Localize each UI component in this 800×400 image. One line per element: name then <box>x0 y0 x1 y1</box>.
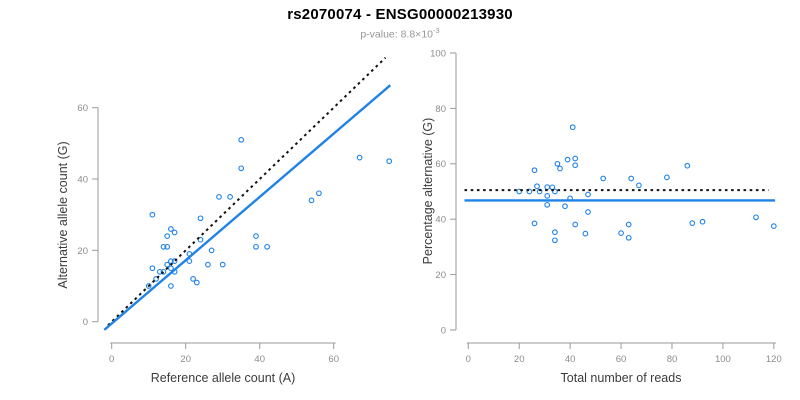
left-plot-data-point <box>171 229 178 236</box>
p-value-exponent: -3 <box>433 26 440 35</box>
right-plot-data-point <box>600 175 607 182</box>
left-plot-y-tick-label: 20 <box>77 246 88 257</box>
left-plot-data-point <box>238 136 245 143</box>
right-plot-data-point <box>625 221 632 228</box>
right-plot-data-point <box>585 191 591 198</box>
left-plot-data-point <box>164 233 171 239</box>
left-plot-data-point <box>168 283 174 289</box>
right-plot-data-point <box>544 193 551 199</box>
right-plot-y-tick-label: 40 <box>435 215 446 226</box>
right-plot-data-point <box>753 214 759 221</box>
left-plot-data-point <box>316 190 322 197</box>
left-plot-data-point <box>386 158 393 165</box>
right-plot-data-point <box>699 218 706 225</box>
right-plot-data-point <box>562 203 568 210</box>
right-plot-y-tick-label: 0 <box>441 325 446 336</box>
left-plot-data-point <box>149 265 156 272</box>
right-plot-data-point <box>572 221 579 228</box>
right-plot-data-point <box>557 165 563 172</box>
right-plot-data-point <box>552 188 558 195</box>
right-plot-x-tick-label: 0 <box>466 354 471 365</box>
left-plot-data-point <box>208 247 215 254</box>
left-plot-data-point <box>238 165 245 172</box>
right-plot-data-point <box>585 209 591 215</box>
right-plot-y-tick-label: 60 <box>435 159 446 170</box>
right-plot-data-point <box>636 182 642 189</box>
right-plot-data-point <box>582 230 589 237</box>
right-plot-x-tick-label: 60 <box>616 354 627 365</box>
right-plot-data-point <box>689 220 696 226</box>
figure-header: rs2070074 - ENSG00000213930 p-value: 8.8… <box>0 0 800 41</box>
left-plot-data-point <box>193 279 200 286</box>
right-plot-data-point <box>554 160 561 167</box>
left-plot-x-tick-label: 0 <box>109 354 114 365</box>
right-plot-data-point <box>552 229 558 236</box>
left-plot-data-point <box>253 243 259 250</box>
right-plot-data-point <box>531 167 538 174</box>
right-plot-x-tick-label: 40 <box>565 354 576 365</box>
figure-title: rs2070074 - ENSG00000213930 <box>287 6 513 23</box>
right-plot-x-tick-label: 20 <box>514 354 525 365</box>
left-plot-x-tick-label: 60 <box>328 354 339 365</box>
left-plot-data-point <box>253 233 259 239</box>
right-plot-data-point <box>544 184 551 190</box>
left-plot-data-point <box>264 243 270 250</box>
left-plot-x-axis-title: Reference allele count (A) <box>151 371 296 385</box>
left-plot-data-point <box>153 276 159 282</box>
left-plot-y-tick-label: 40 <box>77 174 88 185</box>
right-plot-data-point <box>572 155 579 162</box>
right-plot-x-tick-label: 120 <box>766 354 782 365</box>
right-plot-data-point <box>564 156 571 163</box>
left-plot-data-point <box>160 268 167 275</box>
right-plot-data-point <box>618 230 624 236</box>
left-plot-data-point <box>356 154 363 161</box>
left-plot-data-point <box>308 197 315 204</box>
figure-subtitle: p-value: 8.8×10-3 <box>0 26 800 41</box>
right-plot-y-axis-title: Percentage alternative (G) <box>421 118 435 265</box>
left-plot-identity-line <box>107 56 387 327</box>
left-plot-y-tick-label: 60 <box>77 103 88 114</box>
left-plot-data-point <box>219 261 226 268</box>
left-plot-data-point <box>205 261 211 268</box>
p-value-text: p-value: 8.8×10 <box>360 28 433 41</box>
right-plot-data-point <box>770 223 777 229</box>
left-plot-x-tick-label: 40 <box>254 354 265 365</box>
right-plot-data-point <box>664 174 670 181</box>
right-plot-data-point <box>526 188 533 195</box>
left-plot-data-point <box>168 226 174 232</box>
right-plot-x-axis-title: Total number of reads <box>561 371 682 385</box>
right-plot-x-tick-label: 100 <box>715 354 731 365</box>
left-plot-data-point <box>186 258 193 264</box>
left-plot-data-point <box>149 211 156 218</box>
right-plot-x-tick-label: 80 <box>667 354 678 365</box>
right-plot-y-tick-label: 100 <box>430 48 446 59</box>
left-plot-y-tick-label: 0 <box>83 317 88 328</box>
right-plot-data-point <box>628 175 635 182</box>
left-plot-data-point <box>145 283 152 289</box>
right-plot-data-point <box>684 162 691 169</box>
right-plot-data-point <box>516 188 523 195</box>
right-plot-data-point <box>572 162 579 169</box>
left-plot-x-tick-label: 20 <box>180 354 191 365</box>
left-plot-regression-line <box>103 84 392 331</box>
left-plot-data-point <box>197 215 204 222</box>
left-plot-data-point <box>216 194 222 200</box>
right-plot-data-point <box>531 220 538 227</box>
right-plot-y-tick-label: 20 <box>435 270 446 281</box>
right-plot-data-point <box>569 124 576 131</box>
right-plot-data-point <box>534 183 540 190</box>
left-plot-data-point <box>171 258 178 264</box>
left-plot-data-point <box>160 243 167 250</box>
right-plot-data-point <box>552 237 558 244</box>
left-plot-data-point <box>227 194 233 200</box>
right-plot-data-point <box>625 234 632 241</box>
left-plot-y-axis-title: Alternative allele count (G) <box>56 141 70 288</box>
left-plot-data-point <box>190 276 196 282</box>
left-plot-data-point <box>168 265 174 272</box>
right-plot-y-tick-label: 80 <box>435 104 446 115</box>
left-plot-data-point <box>164 243 171 250</box>
right-plot-data-point <box>544 201 551 208</box>
